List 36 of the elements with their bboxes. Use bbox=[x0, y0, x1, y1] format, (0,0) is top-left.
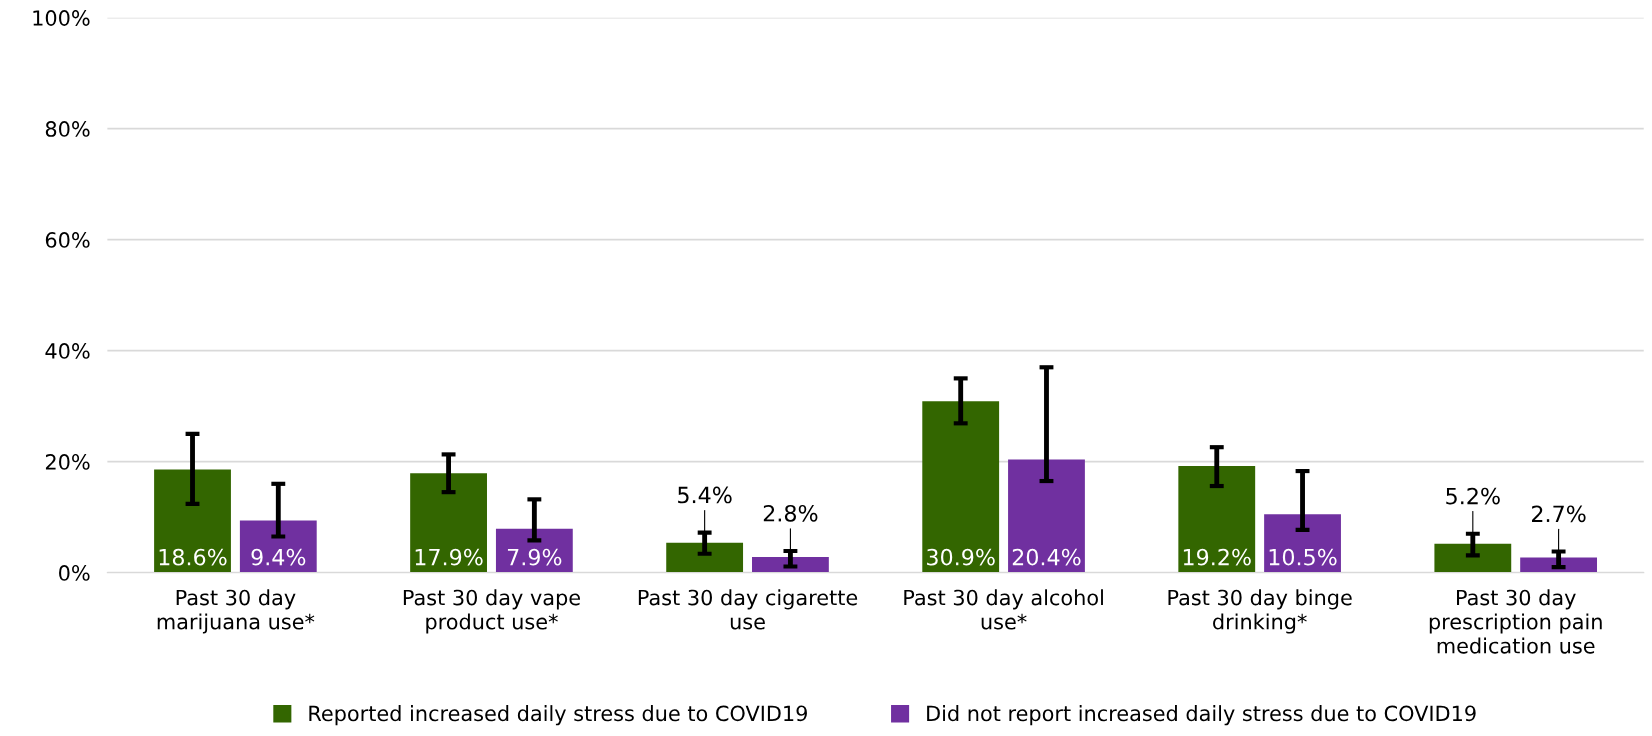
bar bbox=[1264, 514, 1341, 573]
bar bbox=[1434, 543, 1512, 573]
data-label: 2.8% bbox=[763, 504, 818, 522]
data-label: 2.7% bbox=[1532, 505, 1586, 523]
bar bbox=[495, 528, 573, 573]
data-label: 5.4% bbox=[678, 486, 732, 504]
y-tick-label: 100% bbox=[33, 10, 90, 26]
y-tick-label: 80% bbox=[45, 121, 90, 137]
legend-label: Reported increased daily stress due to COVID19 bbox=[309, 705, 807, 726]
data-label: 19.2% bbox=[1183, 548, 1251, 566]
x-tick-label: Past 30 day vape product use* bbox=[403, 589, 580, 634]
data-label: 20.4% bbox=[1012, 548, 1081, 566]
bar bbox=[154, 469, 231, 573]
data-label: 10.5% bbox=[1269, 548, 1337, 566]
bar bbox=[410, 473, 487, 573]
data-label: 30.9% bbox=[927, 548, 995, 566]
data-label: 7.9% bbox=[507, 548, 562, 566]
x-tick-label: Past 30 day marijuana use* bbox=[157, 589, 315, 634]
data-label: 17.9% bbox=[415, 548, 483, 566]
data-label: 18.6% bbox=[159, 548, 227, 566]
bar bbox=[1008, 459, 1085, 573]
x-tick-label: Past 30 day binge drinking* bbox=[1168, 589, 1352, 634]
x-tick-label: Past 30 day alcohol use* bbox=[904, 589, 1103, 630]
legend-label: Did not report increased daily stress due to COVID19 bbox=[927, 705, 1476, 726]
data-label: 5.2% bbox=[1446, 487, 1500, 505]
y-tick-label: 60% bbox=[45, 232, 90, 248]
bar bbox=[666, 542, 744, 573]
data-label: 9.4% bbox=[251, 548, 306, 566]
y-tick-label: 0% bbox=[59, 565, 90, 581]
bar bbox=[239, 520, 317, 573]
y-tick-label: 40% bbox=[45, 343, 90, 359]
bar bbox=[1178, 466, 1256, 573]
bar bbox=[922, 401, 1000, 573]
y-tick-label: 20% bbox=[45, 454, 90, 470]
x-tick-label: Past 30 day prescription pain medication use bbox=[1429, 589, 1602, 654]
x-tick-label: Past 30 day cigarette use bbox=[638, 589, 858, 630]
